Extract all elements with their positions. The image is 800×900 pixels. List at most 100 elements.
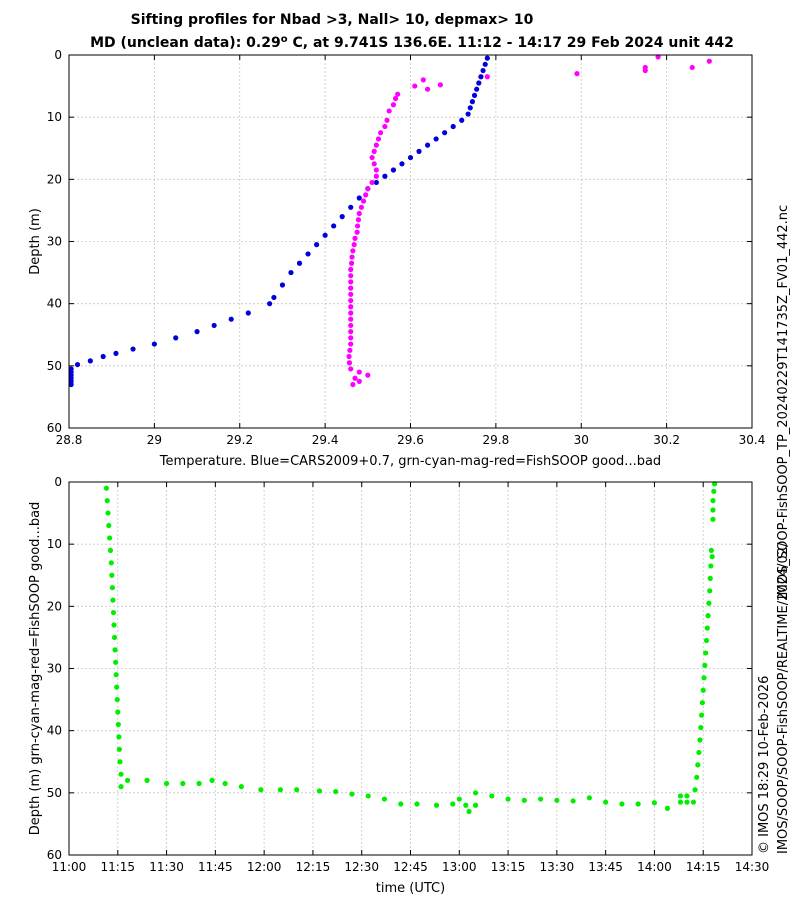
data-point <box>437 82 443 88</box>
y-tick-label: 50 <box>47 359 62 373</box>
data-point <box>349 254 355 260</box>
data-point <box>356 195 362 201</box>
data-point <box>114 696 120 703</box>
data-point <box>706 600 712 606</box>
data-point <box>209 777 215 784</box>
data-point <box>373 167 379 173</box>
data-point <box>296 260 303 266</box>
data-point <box>279 282 286 288</box>
data-point <box>505 796 511 802</box>
y-tick-label: 30 <box>47 235 62 249</box>
data-point <box>472 802 479 808</box>
data-point <box>705 613 711 619</box>
data-point <box>471 92 478 99</box>
time-depth-chart: 11:00 11:15 11:30 11:45 12:00 12:15 12:30 12:45… <box>28 475 769 896</box>
data-point <box>459 117 465 123</box>
data-point <box>698 724 704 731</box>
data-point <box>348 366 354 372</box>
data-point <box>267 301 273 307</box>
x-tick-label: 29 <box>147 433 162 447</box>
data-point <box>642 67 648 74</box>
data-point <box>331 223 337 229</box>
data-point <box>369 179 375 186</box>
x-tick-label: 14:00 <box>637 860 672 874</box>
data-point <box>348 285 354 291</box>
x-tick-label: 12:15 <box>296 860 331 874</box>
data-point <box>711 481 718 487</box>
data-point <box>163 780 170 787</box>
data-point <box>109 585 115 591</box>
data-point <box>574 71 580 77</box>
data-point <box>363 192 369 198</box>
x-tick-label: 11:00 <box>52 860 87 874</box>
x-tick-label: 30.4 <box>739 433 766 447</box>
data-point <box>151 341 157 347</box>
data-point <box>456 796 462 802</box>
data-point <box>480 67 486 74</box>
data-point <box>375 136 382 142</box>
data-point <box>381 796 388 802</box>
y-tick-label: 0 <box>54 475 62 489</box>
data-point <box>352 375 358 381</box>
data-point <box>690 799 697 805</box>
data-point <box>699 700 706 706</box>
data-point <box>355 217 362 223</box>
temperature-depth-chart: 28.8 29 29.2 29.4 29.6 29.8 30 30.2 30.4 0 10 20 30 4… <box>28 48 765 469</box>
data-point <box>348 335 354 341</box>
data-point <box>424 86 431 92</box>
data-point <box>395 91 401 97</box>
data-point <box>554 797 560 803</box>
data-point <box>412 83 418 89</box>
data-point <box>356 210 362 217</box>
data-point <box>348 322 354 329</box>
data-point <box>696 749 702 756</box>
side-label-path: IMOS/SOOP/SOOP-FishSOOP/REALTIME/2024/02… <box>776 542 791 854</box>
data-point <box>349 791 355 797</box>
data-point <box>348 341 354 347</box>
data-point <box>313 242 320 248</box>
data-point <box>378 130 384 136</box>
data-point <box>358 204 365 210</box>
data-point <box>692 787 698 793</box>
x-tick-label: 11:45 <box>198 860 233 874</box>
data-point <box>105 510 111 516</box>
data-point <box>698 712 705 718</box>
x-tick-label: 29.8 <box>483 433 510 447</box>
data-point <box>684 793 690 799</box>
data-point <box>113 672 119 678</box>
chart-title-line2: MD (unclean data): 0.29o C, at 9.741S 13… <box>90 34 734 52</box>
y-tick-label: 30 <box>47 662 62 676</box>
data-point <box>433 802 440 808</box>
y-tick-label: 60 <box>47 848 62 862</box>
data-point <box>348 304 354 310</box>
x-tick-label: 13:30 <box>540 860 575 874</box>
data-point <box>348 291 354 297</box>
data-point <box>399 161 405 167</box>
data-point <box>711 488 717 494</box>
data-point <box>109 572 115 578</box>
x-tick-label: 28.8 <box>56 433 83 447</box>
data-point <box>333 788 339 795</box>
y-axis-label: Depth (m) grn-cyan-mag-red=FishSOOP good… <box>28 502 43 836</box>
data-point <box>113 350 119 356</box>
data-point <box>707 588 713 594</box>
side-label-copyright: © IMOS 18:29 10-Feb-2026 <box>757 676 772 854</box>
data-point <box>350 381 356 388</box>
data-point <box>110 609 117 616</box>
data-point <box>416 148 422 154</box>
x-tick-label: 14:15 <box>686 860 721 874</box>
data-point <box>365 793 371 799</box>
data-point <box>108 560 114 566</box>
data-point <box>124 777 131 784</box>
x-tick-label: 13:45 <box>588 860 623 874</box>
data-point <box>348 279 354 285</box>
data-point <box>354 229 360 235</box>
x-tick-label: 29.2 <box>226 433 253 447</box>
y-axis-label: Depth (m) <box>28 208 43 275</box>
y-tick-label: 40 <box>47 297 62 311</box>
x-tick-label: 13:00 <box>442 860 477 874</box>
data-point <box>348 310 354 316</box>
data-point <box>74 361 81 368</box>
data-point <box>710 516 716 522</box>
